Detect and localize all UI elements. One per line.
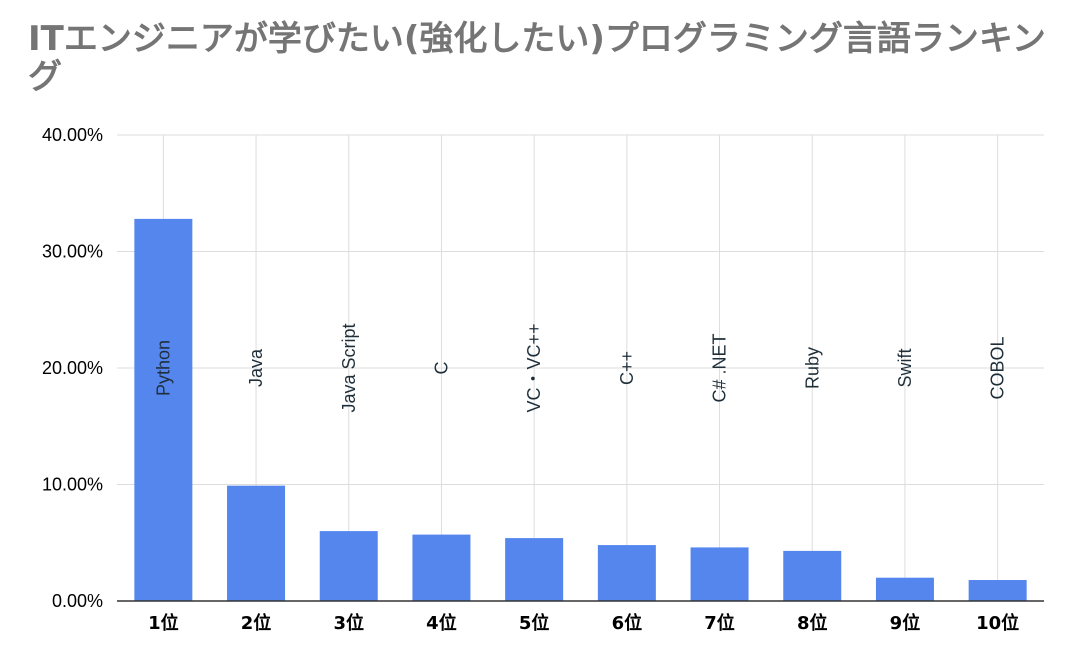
bar: [875, 577, 934, 601]
bar-labels: Python Java Java Script C VC・VC++ C++ C# .NET R…: [153, 323, 1007, 412]
bar-value-label: COBOL: [988, 336, 1008, 399]
bar-value-label: Ruby: [802, 347, 822, 389]
bar-value-label: Python: [153, 340, 173, 396]
chart-title: ITエンジニアが学びたい(強化したい)プログラミング言語ランキング: [28, 19, 1046, 97]
bar-value-label: Java: [246, 348, 266, 387]
x-tick-label: 9位: [890, 612, 921, 634]
x-tick-label: 7位: [704, 612, 735, 634]
bar-value-label: C: [431, 362, 451, 375]
bar: [319, 531, 378, 601]
x-tick-label: 2位: [241, 612, 272, 634]
bar: [412, 534, 471, 601]
bar: [968, 580, 1027, 601]
bar: [690, 547, 749, 601]
bar-value-label: Java Script: [339, 323, 359, 412]
bar-value-label: VC・VC++: [524, 323, 544, 412]
x-tick-label: 1位: [148, 612, 179, 634]
bar: [597, 545, 656, 601]
bars: [134, 218, 1027, 601]
x-tick-label: 6位: [612, 612, 643, 634]
bar: [783, 550, 842, 601]
axes: 0.00% 10.00% 20.00% 30.00% 40.00% 1位 2位 3位 4位 5位 6…: [42, 125, 1044, 634]
y-tick-label: 40.00%: [42, 125, 103, 145]
bar: [134, 218, 193, 601]
x-tick-label: 3位: [333, 612, 364, 634]
x-tick-label: 8位: [797, 612, 828, 634]
x-tick-label: 4位: [426, 612, 457, 634]
bar-value-label: Swift: [895, 348, 915, 387]
y-tick-label: 30.00%: [42, 242, 103, 262]
x-tick-label: 5位: [519, 612, 550, 634]
y-tick-label: 0.00%: [52, 591, 103, 611]
bar: [505, 538, 564, 601]
bar: [227, 485, 286, 601]
gridlines: [117, 134, 1044, 601]
x-tick-label: 10位: [976, 612, 1019, 634]
bar-value-label: C# .NET: [710, 333, 730, 402]
y-tick-label: 10.00%: [42, 475, 103, 495]
y-tick-label: 20.00%: [42, 358, 103, 378]
bar-value-label: C++: [617, 351, 637, 385]
